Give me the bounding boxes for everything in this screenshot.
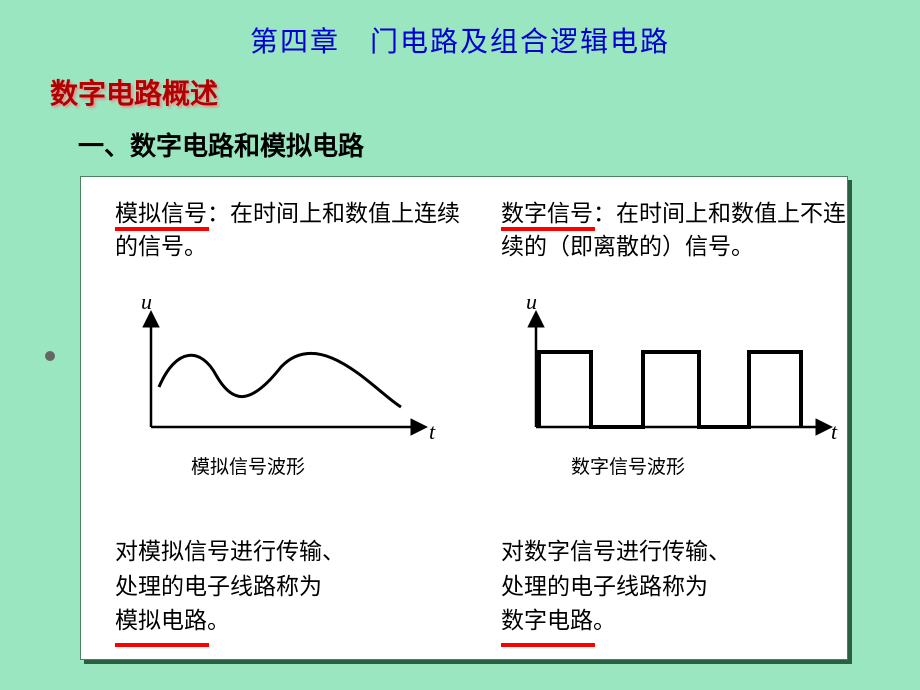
content-box: 模拟信号：在时间上和数值上连续的信号。 u t 模拟信号波形 对模拟信号进行传输… [80,176,848,660]
digital-caption: 数字信号波形 [571,452,685,479]
digital-circuit-desc: 对数字信号进行传输、处理的电子线路称为数字电路。 [501,535,731,639]
digital-chart [81,177,849,657]
bullet-marker [45,351,55,361]
subtitle: 数字电路概述 [50,72,920,112]
underline-digital-circuit [501,643,595,647]
page-title: 第四章 门电路及组合逻辑电路 [0,0,920,60]
digital-wave [539,352,801,427]
section-heading: 一、数字电路和模拟电路 [78,126,920,163]
